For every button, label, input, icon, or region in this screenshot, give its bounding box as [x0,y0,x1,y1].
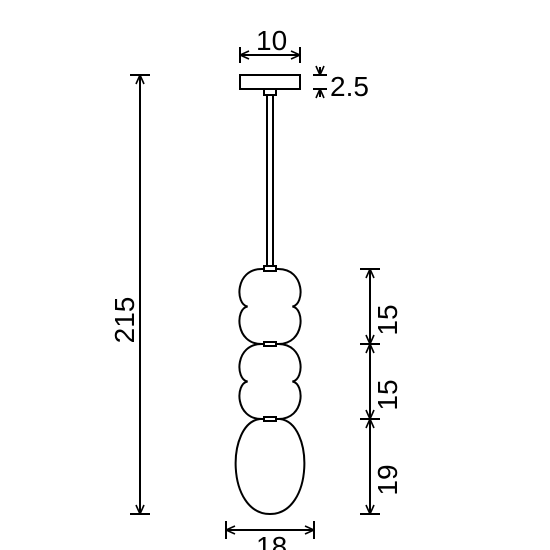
dim-bottom-width-label: 18 [256,531,287,550]
dim-bulb2-h-label: 15 [372,379,403,410]
dim-total-height-label: 215 [109,297,140,344]
glass-bulb-2 [239,344,300,419]
joint-mid [264,342,276,346]
glass-sphere [236,419,305,514]
rod [267,95,273,269]
dim-top-width-label: 10 [256,25,287,56]
joint-bottom [264,417,276,421]
glass-bulb-1 [239,269,300,344]
joint-top [264,266,276,271]
pendant-lamp-diagram: 10 2.5 215 15 15 19 18 [0,0,550,550]
dim-canopy-h-label: 2.5 [330,71,369,102]
canopy [240,75,300,89]
dim-sphere-h-label: 19 [372,464,403,495]
dim-bulb1-h-label: 15 [372,304,403,335]
